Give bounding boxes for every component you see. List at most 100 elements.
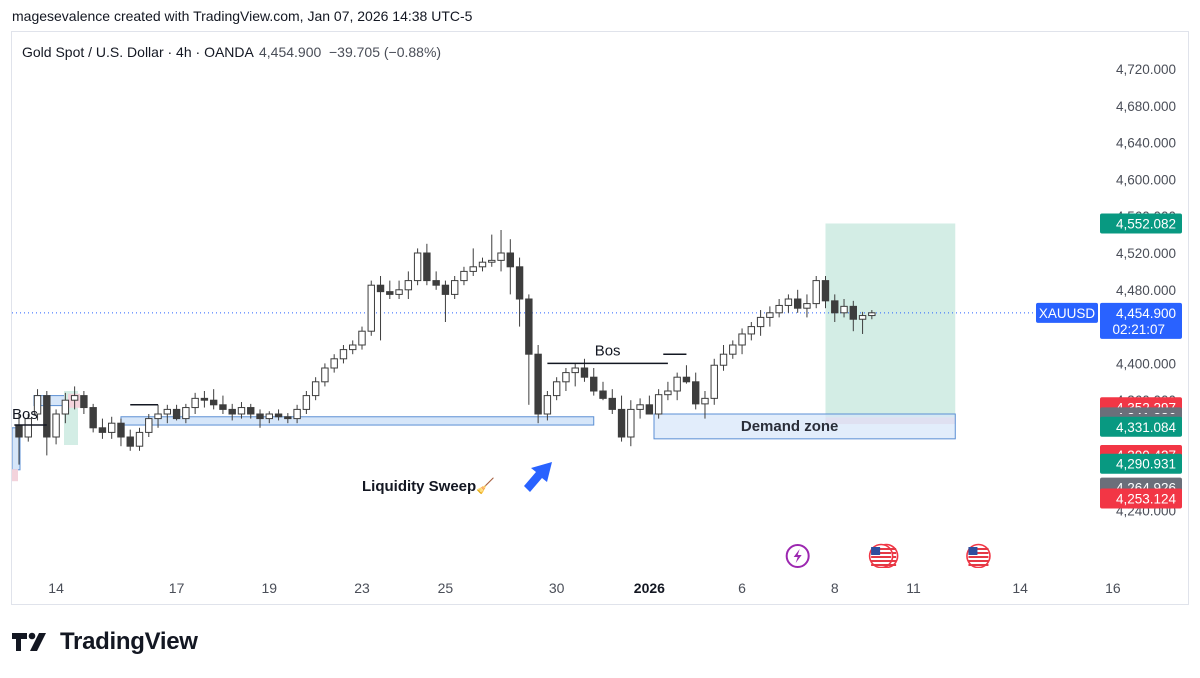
- candle-up[interactable]: [738, 328, 746, 355]
- candle-down[interactable]: [98, 418, 107, 439]
- candle-up[interactable]: [61, 392, 70, 424]
- candle-down[interactable]: [117, 418, 125, 447]
- candle-down[interactable]: [534, 345, 542, 424]
- candle-up[interactable]: [478, 257, 487, 272]
- candle-down[interactable]: [126, 429, 134, 451]
- candle-down[interactable]: [793, 289, 802, 313]
- candle-up[interactable]: [265, 411, 273, 424]
- tradingview-logo[interactable]: TradingView: [12, 628, 198, 656]
- candle-down[interactable]: [599, 381, 607, 401]
- candle-up[interactable]: [163, 404, 172, 424]
- candle-up[interactable]: [627, 400, 635, 447]
- candle-down[interactable]: [423, 243, 431, 286]
- candle-up[interactable]: [812, 276, 820, 309]
- candle-up[interactable]: [24, 414, 32, 442]
- candle-up[interactable]: [664, 381, 672, 401]
- candle-up[interactable]: [33, 389, 42, 421]
- candle-up[interactable]: [636, 398, 644, 419]
- candle-down[interactable]: [274, 409, 283, 421]
- left-edge-stop[interactable]: [12, 469, 18, 482]
- candle-up[interactable]: [70, 386, 79, 410]
- candle-up[interactable]: [673, 372, 681, 401]
- candle-up[interactable]: [237, 402, 246, 419]
- candle-up[interactable]: [367, 280, 375, 336]
- candle-down[interactable]: [228, 403, 236, 421]
- price-tag[interactable]: 4,290.931: [1100, 453, 1182, 474]
- price-tag[interactable]: 4,331.084: [1100, 416, 1182, 437]
- candle-down[interactable]: [284, 413, 292, 424]
- candle-up[interactable]: [108, 416, 116, 439]
- candle-up[interactable]: [775, 299, 783, 318]
- candle-up[interactable]: [766, 306, 774, 327]
- candle-down[interactable]: [617, 395, 626, 442]
- candle-up[interactable]: [358, 326, 366, 350]
- candle-down[interactable]: [831, 294, 839, 322]
- price-tag[interactable]: 4,253.124: [1100, 488, 1182, 509]
- candle-down[interactable]: [645, 395, 654, 415]
- candle-up[interactable]: [719, 345, 728, 371]
- price-tag[interactable]: 4,552.082: [1100, 213, 1182, 234]
- candle-up[interactable]: [191, 392, 199, 414]
- candle-down[interactable]: [849, 300, 857, 332]
- candle-up[interactable]: [488, 234, 496, 267]
- candle-down[interactable]: [515, 257, 524, 327]
- candle-up[interactable]: [460, 266, 468, 286]
- candle-up[interactable]: [543, 391, 552, 421]
- candle-up[interactable]: [469, 248, 477, 276]
- candle-up[interactable]: [784, 294, 793, 313]
- candle-up[interactable]: [349, 340, 357, 355]
- candle-up[interactable]: [497, 230, 505, 272]
- candle-up[interactable]: [182, 403, 190, 424]
- candle-up[interactable]: [747, 322, 756, 341]
- candle-up[interactable]: [701, 391, 709, 419]
- candle-down[interactable]: [386, 280, 394, 299]
- candle-down[interactable]: [608, 389, 616, 414]
- candle-up[interactable]: [404, 271, 413, 299]
- candle-down[interactable]: [43, 391, 51, 456]
- candle-up[interactable]: [450, 276, 459, 299]
- us-flag-icon[interactable]: [868, 543, 899, 568]
- candle-down[interactable]: [821, 276, 830, 309]
- candle-up[interactable]: [154, 404, 162, 428]
- candle-up[interactable]: [395, 280, 403, 299]
- candle-down[interactable]: [89, 403, 97, 433]
- candle-down[interactable]: [80, 391, 88, 414]
- candle-down[interactable]: [209, 389, 218, 410]
- candle-down[interactable]: [506, 239, 515, 295]
- candle-down[interactable]: [172, 404, 181, 421]
- candle-up[interactable]: [571, 363, 579, 387]
- candle-down[interactable]: [525, 294, 533, 405]
- candle-up[interactable]: [803, 294, 811, 318]
- candle-down[interactable]: [256, 409, 264, 428]
- candle-up[interactable]: [321, 363, 329, 387]
- candle-up[interactable]: [710, 358, 718, 405]
- candle-down[interactable]: [692, 372, 700, 410]
- candle-down[interactable]: [247, 403, 255, 419]
- candle-up[interactable]: [562, 368, 570, 391]
- demand-zone-box[interactable]: [653, 413, 956, 440]
- liquidity-zone-box[interactable]: [120, 416, 595, 426]
- candle-up[interactable]: [302, 391, 311, 414]
- candle-up[interactable]: [729, 340, 737, 359]
- candle-down[interactable]: [441, 280, 450, 322]
- lightning-icon[interactable]: [785, 544, 810, 568]
- candle-up[interactable]: [868, 310, 876, 320]
- candle-up[interactable]: [654, 389, 663, 419]
- candle-up[interactable]: [339, 345, 348, 364]
- candle-up[interactable]: [52, 409, 60, 445]
- candle-down[interactable]: [682, 365, 691, 384]
- candle-up[interactable]: [858, 311, 867, 334]
- candle-up[interactable]: [311, 377, 320, 401]
- position-target-area[interactable]: [825, 223, 956, 418]
- candle-up[interactable]: [756, 310, 765, 336]
- candle-down[interactable]: [376, 276, 385, 341]
- candle-down[interactable]: [580, 358, 589, 382]
- candle-up[interactable]: [330, 354, 338, 373]
- candle-down[interactable]: [219, 395, 227, 414]
- candle-up[interactable]: [135, 427, 144, 451]
- candle-up[interactable]: [552, 377, 561, 401]
- candle-up[interactable]: [413, 248, 422, 286]
- candle-up[interactable]: [293, 404, 301, 424]
